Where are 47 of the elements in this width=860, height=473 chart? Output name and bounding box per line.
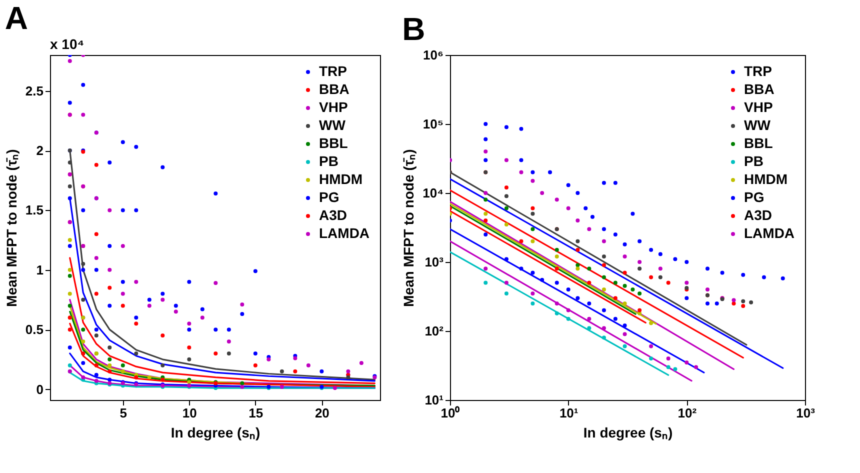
- x-tick-label: 10²: [678, 406, 698, 420]
- legend-label: PB: [744, 153, 764, 169]
- legend-label: HMDM: [319, 171, 363, 187]
- legend-label: A3D: [319, 207, 348, 223]
- y-tick-label: 10⁵: [422, 116, 444, 132]
- legend-label: A3D: [744, 207, 772, 223]
- legend-label: BBL: [744, 135, 774, 151]
- x-tick-label: 10⁰: [440, 406, 460, 420]
- x-tick-label: 20: [314, 406, 330, 420]
- text: x 10⁴: [50, 36, 84, 52]
- y-tick-label: 10⁴: [422, 186, 444, 200]
- legend-label: TRP: [744, 63, 772, 79]
- legend-label: BBA: [319, 81, 350, 97]
- y-tick-label: 0.5: [25, 322, 44, 338]
- legend-label: VHP: [319, 99, 348, 115]
- chart-title: A: [4, 0, 28, 36]
- x-tick-label: 15: [248, 406, 264, 420]
- x-axis-title: In degree (sₙ): [583, 424, 673, 440]
- y-tick-label: 2.5: [25, 83, 44, 98]
- legend-label: PB: [319, 153, 338, 169]
- y-tick-label: 1.5: [25, 202, 44, 218]
- legend-label: BBA: [744, 81, 774, 97]
- legend-label: HMDM: [744, 171, 788, 187]
- y-tick-label: 1: [36, 262, 44, 278]
- legend-label: PG: [744, 189, 764, 205]
- x-tick-label: 5: [120, 406, 128, 420]
- y-tick-label: 10²: [424, 324, 444, 338]
- y-tick-label: 10³: [424, 254, 444, 270]
- x-tick-label: 10¹: [559, 406, 578, 420]
- x-tick-label: 10³: [796, 406, 816, 420]
- chart-title: B: [402, 11, 426, 47]
- x-axis-title: In degree (sₙ): [170, 424, 260, 440]
- legend-label: BBL: [319, 135, 348, 151]
- legend-label: PG: [319, 189, 340, 205]
- y-tick-label: 10⁶: [423, 48, 444, 62]
- y-axis-title: Mean MFPT to node (τ̄ₙ): [400, 149, 417, 307]
- legend-label: TRP: [319, 63, 347, 79]
- legend-label: LAMDA: [744, 225, 795, 241]
- y-tick-label: 10¹: [424, 392, 444, 408]
- legend-label: WW: [744, 117, 772, 133]
- legend-label: VHP: [744, 99, 773, 115]
- y-tick-label: 0: [36, 382, 44, 397]
- legend-label: WW: [319, 117, 346, 133]
- y-tick-label: 2: [36, 143, 44, 158]
- y-axis-title: Mean MFPT to node (τ̄ₙ): [3, 149, 20, 307]
- legend-label: LAMDA: [319, 225, 370, 241]
- x-tick-label: 10: [182, 406, 197, 420]
